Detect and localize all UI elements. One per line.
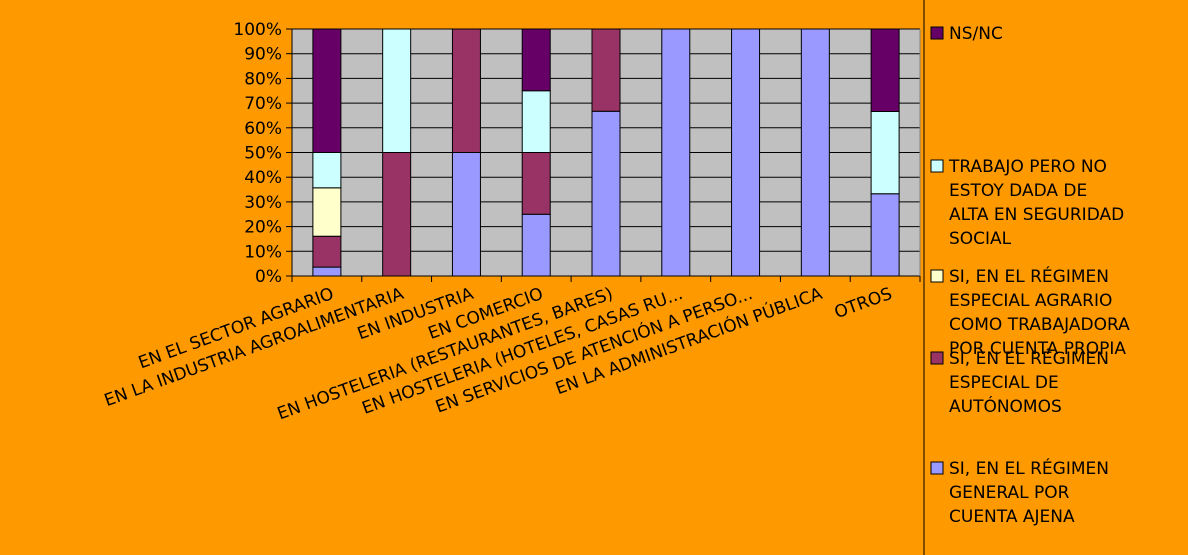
y-tick-label: 50%: [244, 144, 282, 164]
y-tick-label: 70%: [244, 94, 282, 114]
axes: [291, 29, 921, 282]
legend-swatch: [930, 461, 944, 475]
legend-label: SI, EN EL RÉGIMEN: [949, 265, 1109, 287]
y-tick-label: 80%: [244, 69, 282, 89]
legend-swatch: [930, 351, 944, 365]
y-tick-label: 100%: [233, 20, 282, 40]
bar-segment: [312, 187, 342, 237]
bar-segment: [731, 28, 761, 277]
legend-swatch: [930, 26, 944, 40]
bar-segment: [382, 28, 412, 153]
legend-item: TRABAJO PERO NO ESTOY DADA DE ALTA EN SEGU…: [930, 157, 1124, 249]
y-tick-label: 60%: [244, 119, 282, 139]
y-tick-label: 20%: [244, 218, 282, 238]
y-tick-labels: 0% 10% 20% 30% 40% 50% 60% 70% 80% 90% 100%: [233, 20, 282, 287]
bar-segment: [870, 110, 900, 195]
legend-label: ESTOY DADA DE: [949, 181, 1087, 201]
y-tick-label: 10%: [244, 242, 282, 262]
y-tick-label: 40%: [244, 168, 282, 188]
legend-swatch: [930, 269, 944, 283]
legend-label: AUTÓNOMOS: [949, 395, 1062, 417]
legend-label: ESPECIAL DE: [949, 373, 1059, 393]
bar-segment: [870, 28, 900, 112]
bar-segment: [521, 28, 551, 92]
legend-label: SI, EN EL RÉGIMEN: [949, 347, 1109, 369]
legend-label: SOCIAL: [949, 229, 1012, 249]
legend-label: NS/NC: [949, 24, 1003, 44]
legend-label: ESPECIAL AGRARIO: [949, 291, 1112, 311]
y-tick-label: 0%: [255, 267, 282, 287]
bar-segment: [521, 213, 551, 277]
bar-segment: [521, 90, 551, 153]
legend-label: SI, EN EL RÉGIMEN: [949, 457, 1109, 479]
y-tick-label: 30%: [244, 193, 282, 213]
bar-segment: [591, 110, 621, 277]
legend-label: TRABAJO PERO NO: [948, 157, 1107, 177]
y-tick-label: 90%: [244, 45, 282, 65]
legend-label: GENERAL POR: [949, 483, 1070, 503]
bar-segment: [312, 28, 342, 153]
bar-segment: [451, 28, 481, 153]
legend-label: POR CUENTA PROPIA: [949, 339, 1126, 359]
legend-item: NS/NC: [930, 24, 1003, 44]
legend-swatch: [930, 159, 944, 173]
legend-item: SI, EN EL RÉGIMEN GENERAL POR CUENTA AJENA: [930, 457, 1109, 527]
bar-segment: [591, 28, 621, 112]
legend: NS/NC TRABAJO PERO NO ESTOY DADA DE ALTA EN…: [930, 24, 1130, 527]
bar-segment: [521, 152, 551, 215]
bar-segment: [312, 152, 342, 189]
bar-segment: [661, 28, 691, 277]
bar-segment: [312, 235, 342, 268]
legend-item: SI, EN EL RÉGIMEN ESPECIAL AGRARIO COMO TR…: [930, 265, 1130, 359]
legend-label: CUENTA AJENA: [949, 507, 1075, 527]
bar-segment: [870, 193, 900, 277]
legend-label: ALTA EN SEGURIDAD: [949, 205, 1124, 225]
bar-segment: [451, 152, 481, 277]
bar-segment: [800, 28, 830, 277]
bars: [312, 28, 900, 277]
bar-segment: [312, 266, 342, 277]
legend-label: COMO TRABAJADORA: [949, 315, 1130, 335]
x-category-label: OTROS: [832, 284, 895, 323]
bar-segment: [382, 152, 412, 277]
